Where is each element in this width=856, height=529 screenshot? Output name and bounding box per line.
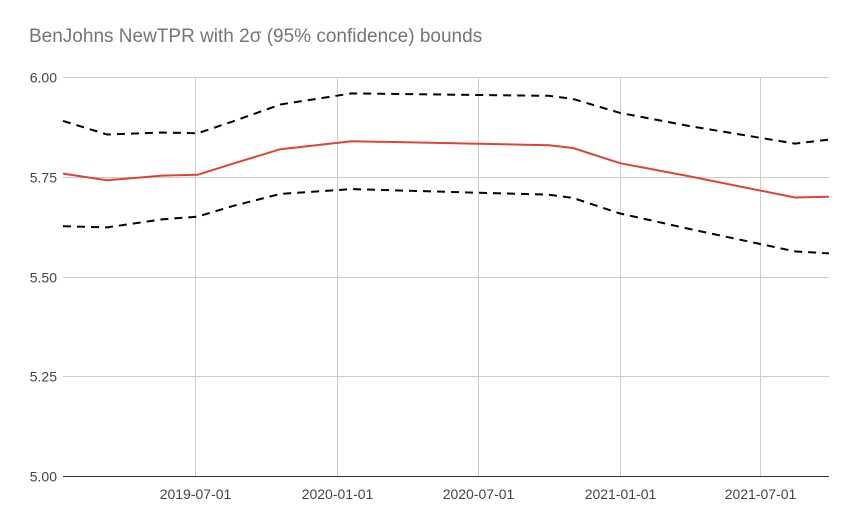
main-series-line bbox=[62, 140, 830, 199]
y-axis: 5.00 5.25 5.50 5.75 6.00 bbox=[30, 70, 57, 485]
y-tick-label: 6.00 bbox=[30, 70, 57, 86]
x-tick-label: 2020-07-01 bbox=[443, 486, 515, 502]
grid bbox=[63, 77, 829, 477]
x-tick-label: 2019-07-01 bbox=[160, 486, 232, 502]
chart-title: BenJohns NewTPR with 2σ (95% confidence)… bbox=[29, 26, 483, 47]
bound-series-line bbox=[62, 92, 830, 145]
y-tick-label: 5.75 bbox=[30, 170, 57, 186]
y-tick-label: 5.50 bbox=[30, 270, 57, 286]
x-axis: 2019-07-01 2020-01-01 2020-07-01 2021-01-01… bbox=[160, 486, 797, 502]
x-tick-label: 2021-07-01 bbox=[725, 486, 797, 502]
y-tick-label: 5.00 bbox=[30, 469, 57, 485]
y-tick-label: 5.25 bbox=[30, 369, 57, 385]
x-tick-label: 2021-01-01 bbox=[585, 486, 657, 502]
series-layer bbox=[62, 92, 830, 255]
bound-series-line bbox=[62, 188, 830, 255]
x-tick-label: 2020-01-01 bbox=[302, 486, 374, 502]
